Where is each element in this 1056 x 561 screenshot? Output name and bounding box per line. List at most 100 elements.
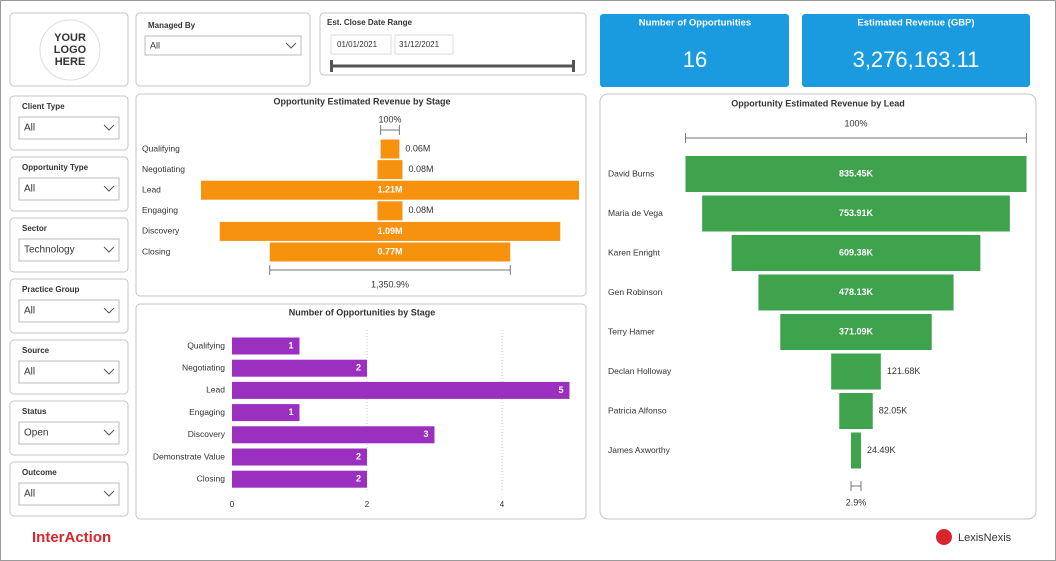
- dropdown[interactable]: [18, 116, 120, 140]
- bar: [232, 404, 300, 422]
- category-label: Patricia Alfonso: [608, 405, 667, 415]
- percent-bracket: [269, 265, 511, 275]
- funnel-bar: [758, 274, 954, 311]
- value-label: 1: [288, 340, 293, 350]
- bar: [232, 381, 570, 399]
- category-label: Closing: [197, 473, 226, 483]
- dropdown-value: All: [24, 184, 35, 195]
- chevron: [285, 42, 297, 49]
- value-label: 121.68K: [887, 366, 921, 376]
- category-label: Terry Hamer: [608, 326, 655, 336]
- partner-icon: [936, 529, 952, 545]
- chevron: [103, 307, 115, 314]
- filter-label: Practice Group: [22, 285, 79, 294]
- value-label: 0.08M: [408, 205, 433, 215]
- percent-bracket: [380, 125, 400, 135]
- filter-label: Sector: [22, 224, 47, 233]
- chevron: [103, 185, 115, 192]
- value-label: 609.38K: [839, 247, 874, 257]
- chevron: [103, 246, 115, 253]
- slider-handle[interactable]: [330, 60, 333, 72]
- dropdown-value: All: [24, 306, 35, 317]
- dropdown-value: All: [24, 489, 35, 500]
- dropdown[interactable]: [18, 299, 120, 323]
- value-label: 0.06M: [405, 143, 430, 153]
- dropdown-value: Technology: [24, 245, 75, 256]
- funnel-bar: [831, 353, 881, 390]
- date-start: 01/01/2021: [337, 40, 378, 49]
- category-label: Closing: [142, 246, 171, 256]
- value-label: 2: [356, 363, 361, 373]
- dropdown[interactable]: [18, 177, 120, 201]
- logo-text: HERE: [55, 56, 86, 68]
- chevron: [103, 368, 115, 375]
- value-label: 371.09K: [839, 326, 874, 336]
- date-input[interactable]: [330, 34, 392, 55]
- card: [802, 14, 1030, 87]
- card-title: Number of Opportunities: [639, 18, 751, 29]
- percent-bracket: [685, 133, 1027, 143]
- funnel-bar: [377, 201, 403, 221]
- logo-text: LOGO: [54, 44, 87, 56]
- partner: LexisNexis: [958, 532, 1012, 544]
- category-label: Maria de Vega: [608, 208, 663, 218]
- funnel-bar: [269, 242, 511, 262]
- logo-circle: [39, 19, 101, 81]
- bar: [232, 426, 435, 444]
- filter-label: Opportunity Type: [22, 163, 89, 172]
- category-label: Discovery: [188, 429, 226, 439]
- dropdown-value: All: [24, 367, 35, 378]
- dropdown[interactable]: [144, 35, 302, 56]
- chart-title: Number of Opportunities by Stage: [289, 307, 436, 317]
- value-label: 1.21M: [377, 185, 402, 195]
- card: [600, 14, 789, 87]
- category-label: Karen Enright: [608, 247, 661, 257]
- value-label: 5: [558, 385, 563, 395]
- category-label: Qualifying: [142, 143, 180, 153]
- funnel-bar: [851, 432, 861, 469]
- slider-handle[interactable]: [572, 60, 575, 72]
- funnel-bar: [685, 156, 1027, 192]
- x-tick-label: 2: [365, 500, 370, 509]
- category-label: Lead: [206, 385, 225, 395]
- value-label: 24.49K: [867, 445, 896, 455]
- brand: InterAction: [32, 529, 111, 546]
- dropdown-value: Open: [24, 428, 48, 439]
- x-tick-label: 0: [230, 500, 235, 509]
- chart-title: Opportunity Estimated Revenue by Stage: [273, 96, 450, 106]
- funnel-bar: [377, 160, 403, 180]
- category-label: Engaging: [142, 205, 178, 215]
- category-label: Qualifying: [187, 340, 225, 350]
- logo-text: YOUR: [54, 32, 86, 44]
- value-label: 0.08M: [408, 164, 433, 174]
- value-label: 82.05K: [879, 405, 908, 415]
- category-label: Gen Robinson: [608, 287, 663, 297]
- chart-title: Opportunity Estimated Revenue by Lead: [731, 98, 905, 108]
- dropdown[interactable]: [18, 238, 120, 262]
- percent-label: 2.9%: [846, 497, 867, 507]
- card-value: 16: [683, 47, 707, 72]
- dropdown[interactable]: [18, 421, 120, 445]
- bar: [232, 359, 367, 377]
- bar: [232, 470, 367, 488]
- card-title: Estimated Revenue (GBP): [857, 18, 974, 29]
- dropdown[interactable]: [18, 482, 120, 506]
- dropdown-value: All: [24, 123, 35, 134]
- filter-label: Client Type: [22, 102, 65, 111]
- x-tick-label: 4: [500, 500, 505, 509]
- value-label: 3: [423, 429, 428, 439]
- dropdown[interactable]: [18, 360, 120, 384]
- value-label: 478.13K: [839, 287, 874, 297]
- chevron: [103, 490, 115, 497]
- filter-label: Status: [22, 407, 47, 416]
- funnel-bar: [702, 195, 1010, 232]
- category-label: Declan Holloway: [608, 366, 672, 376]
- percent-label: 100%: [378, 114, 401, 124]
- filter-label: Managed By: [148, 21, 196, 30]
- filter-label: Est. Close Date Range: [327, 18, 412, 27]
- funnel-bar: [731, 235, 981, 271]
- date-end: 31/12/2021: [399, 40, 440, 49]
- date-input[interactable]: [394, 34, 454, 55]
- category-label: Negotiating: [182, 362, 225, 372]
